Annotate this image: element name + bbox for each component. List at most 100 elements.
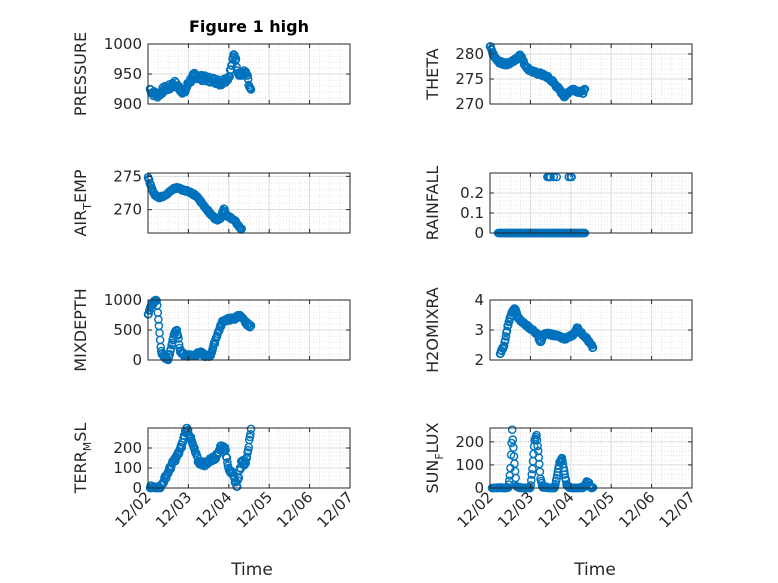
y-axis-label: AIRTEMP: [71, 169, 94, 236]
data-point: [174, 334, 183, 343]
y-tick-label: 0: [132, 479, 142, 497]
data-point: [246, 429, 255, 439]
data-point: [501, 332, 511, 341]
data-point: [173, 330, 183, 340]
y-axis-label: PRESSURE: [71, 32, 90, 116]
axes-box: [489, 172, 693, 234]
y-tick-label: 1000: [104, 291, 142, 309]
y-tick-label: 0: [474, 224, 484, 242]
data-point: [231, 54, 241, 64]
y-tick-label: 0.2: [460, 184, 484, 202]
grid: [489, 172, 693, 234]
subplot-3: 270 275 AIRTEMP: [71, 167, 351, 237]
data-point: [241, 458, 251, 468]
subplot-4: 0 0.1 0.2 RAINFALL: [423, 166, 693, 242]
y-tick-label: 200: [455, 433, 484, 451]
data-point: [232, 482, 242, 491]
data-point: [152, 296, 161, 306]
y-tick-label: 200: [113, 439, 142, 457]
subplot-7: 010020012/0212/0312/0412/0512/0612/07TER…: [71, 423, 357, 532]
y-tick-label: 100: [455, 456, 484, 474]
data-point: [190, 443, 199, 453]
y-tick-label: 0: [474, 479, 484, 497]
data-point: [511, 473, 521, 483]
x-tick-label: 12/04: [534, 488, 577, 531]
y-axis-label: TERRMSL: [71, 423, 94, 495]
data-point: [246, 321, 256, 330]
data-point: [154, 315, 163, 324]
y-axis-label: H2OMIXRA: [423, 287, 442, 373]
subplot-1: 900 950 1000 PRESSURE Figure 1 high: [71, 17, 351, 116]
subplot-2: 270 275 280 THETA: [423, 42, 693, 113]
data-point: [508, 435, 518, 444]
data-point: [165, 349, 175, 359]
y-axis-label: MIXDEPTH: [71, 288, 90, 371]
data-point: [532, 435, 542, 445]
axes-box: [147, 427, 351, 489]
y-axis-label: SUNFLUX: [423, 422, 446, 493]
data-point: [502, 326, 512, 336]
data-series: [143, 172, 246, 234]
x-tick-label: 12/06: [273, 488, 316, 531]
data-point: [557, 453, 567, 463]
data-point: [560, 470, 570, 479]
data-point: [222, 453, 232, 463]
chart-title: Figure 1 high: [189, 17, 309, 36]
data-point: [526, 481, 536, 490]
data-point: [532, 430, 541, 440]
y-tick-label: 275: [113, 167, 142, 185]
y-tick-label: 0.1: [460, 204, 484, 222]
y-tick-label: 3: [474, 321, 484, 339]
data-point: [243, 71, 252, 80]
data-point: [578, 89, 588, 98]
x-tick-label: 12/07: [656, 488, 699, 531]
data-series: [145, 50, 256, 102]
subplot-5: 0 500 1000 MIXDEPTH: [71, 288, 351, 372]
data-point: [177, 443, 187, 452]
y-tick-label: 270: [113, 201, 142, 219]
x-tick-label: 12/04: [192, 488, 235, 531]
data-point: [509, 443, 518, 452]
y-axis-label: RAINFALL: [423, 166, 442, 241]
data-point: [246, 424, 256, 434]
subplot-8: 010020012/0212/0312/0412/0512/0612/07SUN…: [423, 422, 699, 531]
grid: [147, 173, 351, 233]
y-axis-label: THETA: [423, 48, 442, 100]
data-point: [164, 468, 173, 478]
y-tick-label: 275: [455, 70, 484, 88]
data-point: [527, 475, 536, 485]
axes-box: [147, 172, 351, 234]
subplot-6: 2 3 4 H2OMIXRA: [423, 287, 693, 373]
data-point: [499, 341, 509, 351]
data-point: [166, 344, 176, 354]
data-series: [495, 304, 598, 359]
x-axis-label-left: Time: [230, 560, 273, 580]
y-tick-label: 950: [113, 65, 142, 83]
grid: [489, 43, 693, 105]
data-point: [237, 224, 246, 234]
y-tick-label: 900: [113, 95, 142, 113]
axes-box: [489, 427, 693, 489]
x-tick-label: 12/06: [615, 488, 658, 531]
data-point: [588, 343, 598, 352]
x-tick-label: 12/07: [314, 488, 357, 531]
y-tick-label: 100: [113, 459, 142, 477]
x-tick-label: 12/05: [575, 488, 618, 531]
data-point: [183, 425, 193, 435]
x-tick-label: 12/03: [152, 488, 195, 531]
y-tick-label: 4: [474, 291, 484, 309]
data-point: [243, 74, 253, 84]
data-point: [519, 56, 528, 66]
y-tick-label: 270: [455, 95, 484, 113]
data-point: [507, 425, 517, 435]
y-tick-label: 0: [132, 351, 142, 369]
y-tick-label: 280: [455, 45, 484, 63]
data-point: [223, 458, 232, 467]
data-point: [580, 84, 590, 94]
x-tick-label: 12/03: [494, 488, 537, 531]
y-tick-label: 1000: [104, 35, 142, 53]
y-tick-label: 2: [474, 351, 484, 369]
data-point: [533, 441, 542, 451]
